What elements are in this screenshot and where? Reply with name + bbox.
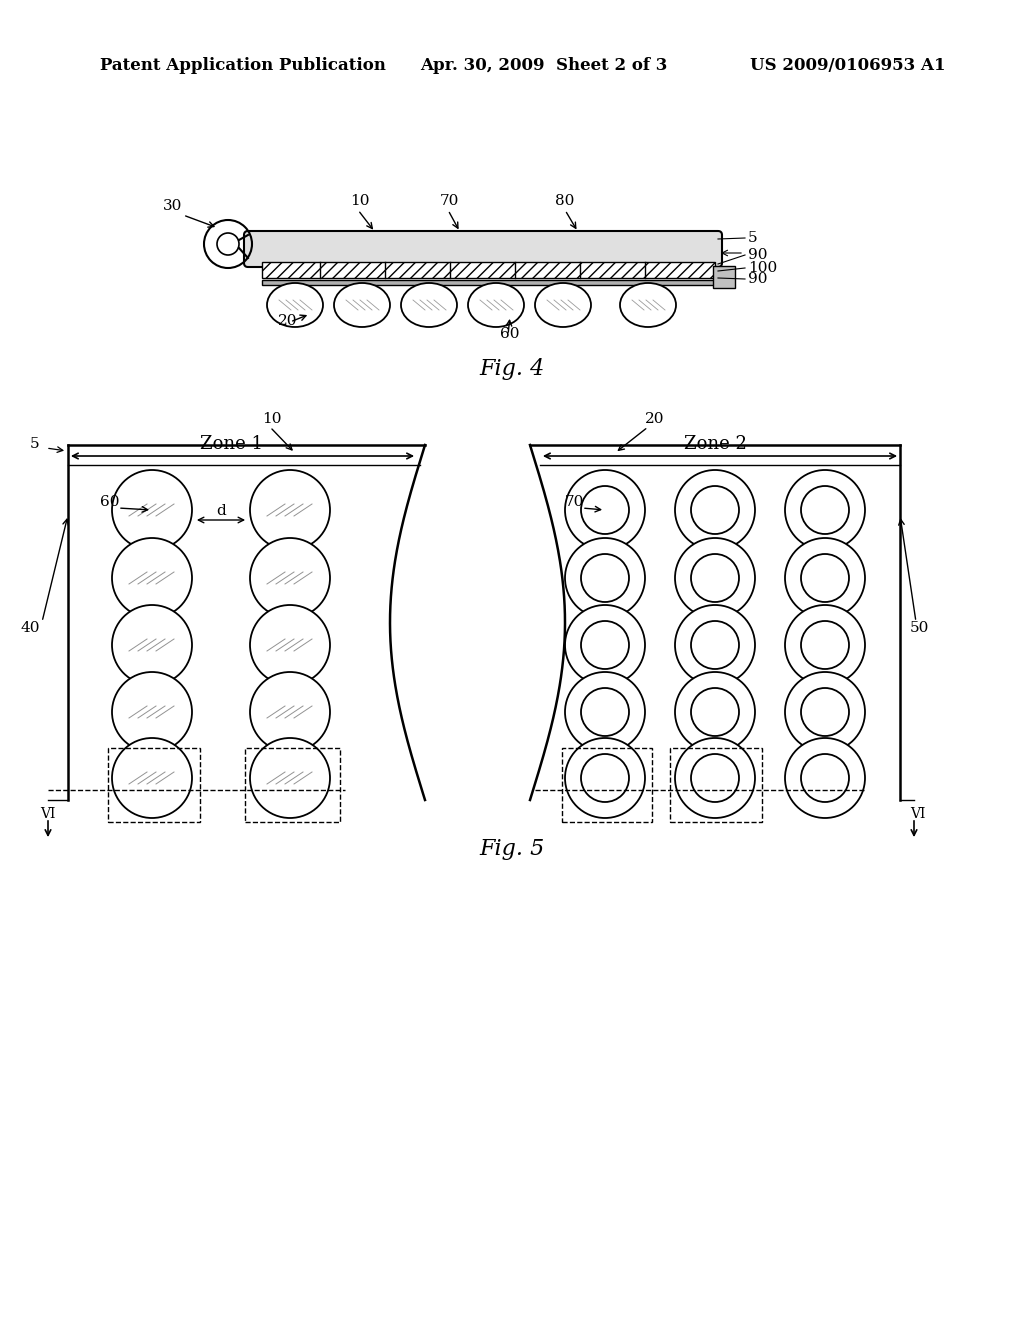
Text: 10: 10 [262, 412, 282, 426]
Circle shape [801, 754, 849, 803]
Circle shape [581, 688, 629, 737]
Circle shape [801, 620, 849, 669]
Ellipse shape [401, 282, 457, 327]
Circle shape [565, 605, 645, 685]
Text: Zone 2: Zone 2 [684, 436, 746, 453]
Text: VI: VI [40, 807, 55, 821]
Text: US 2009/0106953 A1: US 2009/0106953 A1 [750, 57, 945, 74]
Circle shape [112, 738, 193, 818]
Text: 5: 5 [748, 231, 758, 246]
Circle shape [565, 672, 645, 752]
Circle shape [565, 539, 645, 618]
Text: 70: 70 [565, 495, 585, 510]
Text: Fig. 4: Fig. 4 [479, 358, 545, 380]
Circle shape [565, 470, 645, 550]
Circle shape [801, 554, 849, 602]
Circle shape [785, 738, 865, 818]
Circle shape [691, 554, 739, 602]
Circle shape [565, 738, 645, 818]
Circle shape [691, 754, 739, 803]
Text: Patent Application Publication: Patent Application Publication [100, 57, 386, 74]
Bar [262, 280, 715, 285]
Text: 30: 30 [163, 199, 182, 213]
Text: VI: VI [910, 807, 926, 821]
Ellipse shape [620, 282, 676, 327]
Circle shape [675, 470, 755, 550]
Circle shape [785, 539, 865, 618]
Text: 80: 80 [555, 194, 574, 209]
Circle shape [250, 539, 330, 618]
Circle shape [675, 605, 755, 685]
Circle shape [250, 470, 330, 550]
Circle shape [581, 620, 629, 669]
Circle shape [112, 605, 193, 685]
Circle shape [691, 620, 739, 669]
Bar [562, 748, 652, 822]
Text: 60: 60 [100, 495, 120, 510]
Ellipse shape [334, 282, 390, 327]
Text: Fig. 5: Fig. 5 [479, 838, 545, 861]
Ellipse shape [468, 282, 524, 327]
Circle shape [785, 605, 865, 685]
Circle shape [801, 688, 849, 737]
Text: 50: 50 [910, 620, 930, 635]
Ellipse shape [535, 282, 591, 327]
Text: 90: 90 [748, 272, 768, 286]
Bar [262, 261, 715, 279]
Circle shape [675, 738, 755, 818]
Text: d: d [216, 504, 226, 517]
Text: 70: 70 [440, 194, 460, 209]
Text: 40: 40 [20, 620, 40, 635]
Ellipse shape [267, 282, 323, 327]
Circle shape [581, 486, 629, 535]
Circle shape [801, 486, 849, 535]
Bar [245, 748, 340, 822]
Circle shape [250, 738, 330, 818]
Circle shape [785, 672, 865, 752]
Bar [108, 748, 200, 822]
Text: Zone 1: Zone 1 [200, 436, 263, 453]
Text: 5: 5 [30, 437, 40, 451]
Text: Apr. 30, 2009  Sheet 2 of 3: Apr. 30, 2009 Sheet 2 of 3 [420, 57, 668, 74]
Text: 10: 10 [350, 194, 370, 209]
Text: 20: 20 [645, 412, 665, 426]
FancyBboxPatch shape [244, 231, 722, 267]
Circle shape [785, 470, 865, 550]
Circle shape [675, 672, 755, 752]
Circle shape [581, 554, 629, 602]
Circle shape [691, 688, 739, 737]
Bar [670, 748, 762, 822]
Text: 60: 60 [500, 327, 519, 341]
Circle shape [675, 539, 755, 618]
Circle shape [581, 754, 629, 803]
Circle shape [112, 539, 193, 618]
Circle shape [112, 672, 193, 752]
Circle shape [250, 605, 330, 685]
Circle shape [112, 470, 193, 550]
Text: 90: 90 [748, 248, 768, 261]
Circle shape [691, 486, 739, 535]
Text: 20: 20 [278, 314, 298, 327]
Bar [713, 267, 735, 288]
Text: 100: 100 [748, 261, 777, 275]
Circle shape [250, 672, 330, 752]
